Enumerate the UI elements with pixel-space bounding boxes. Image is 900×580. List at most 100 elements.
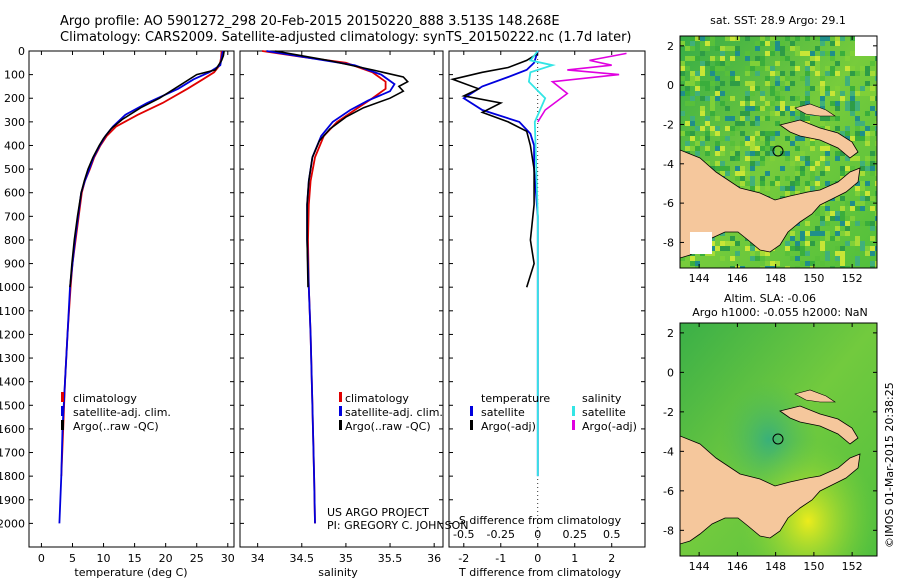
sst-pixel bbox=[840, 211, 845, 216]
map-y-tick-label: 0 bbox=[667, 366, 674, 379]
sst-pixel bbox=[705, 116, 710, 121]
sst-pixel bbox=[840, 36, 845, 41]
sst-pixel bbox=[835, 211, 840, 216]
depth-tick-label: 0 bbox=[18, 45, 25, 58]
sst-pixel bbox=[780, 71, 785, 76]
sst-pixel bbox=[840, 166, 845, 171]
sst-pixel bbox=[785, 246, 790, 251]
sst-pixel bbox=[815, 46, 820, 51]
sst-pixel bbox=[810, 61, 815, 66]
map-y-tick-label: -8 bbox=[663, 524, 674, 537]
sst-pixel bbox=[820, 121, 825, 126]
sst-pixel bbox=[770, 151, 775, 156]
sst-pixel bbox=[700, 46, 705, 51]
sst-pixel bbox=[840, 96, 845, 101]
sst-pixel bbox=[735, 156, 740, 161]
sst-land-newbritain bbox=[779, 119, 859, 159]
sst-pixel bbox=[715, 76, 720, 81]
depth-tick-label: 1900 bbox=[0, 494, 25, 507]
sst-pixel bbox=[805, 136, 810, 141]
sst-pixel bbox=[710, 96, 715, 101]
sst-pixel bbox=[740, 171, 745, 176]
sst-pixel bbox=[680, 111, 685, 116]
sst-pixel bbox=[795, 36, 800, 41]
sst-pixel bbox=[820, 101, 825, 106]
sst-pixel bbox=[805, 81, 810, 86]
sst-pixel bbox=[745, 36, 750, 41]
depth-tick-label: 1700 bbox=[0, 447, 25, 460]
sst-pixel bbox=[710, 246, 715, 251]
sst-pixel bbox=[735, 171, 740, 176]
sst-pixel bbox=[780, 46, 785, 51]
sst-pixel bbox=[865, 81, 870, 86]
sla-map-axis: 144 146 148 150 152 2 0 -2 -4 -6 -8 bbox=[663, 323, 877, 573]
sst-pixel bbox=[855, 181, 860, 186]
sst-pixel bbox=[870, 151, 875, 156]
sst-pixel bbox=[785, 86, 790, 91]
sst-pixel bbox=[700, 141, 705, 146]
sst-pixel bbox=[825, 126, 830, 131]
sst-pixel bbox=[790, 181, 795, 186]
sst-pixel bbox=[680, 131, 685, 136]
sst-pixel bbox=[685, 66, 690, 71]
sst-pixel bbox=[850, 201, 855, 206]
sst-pixel bbox=[780, 186, 785, 191]
sst-pixel bbox=[770, 261, 775, 266]
sst-pixel bbox=[730, 126, 735, 131]
sst-pixel bbox=[840, 266, 845, 268]
depth-tick-label: 1800 bbox=[0, 470, 25, 483]
sst-pixel bbox=[715, 116, 720, 121]
sst-pixel bbox=[775, 41, 780, 46]
legend-label-climatology: climatology bbox=[73, 392, 137, 405]
sst-pixel bbox=[695, 126, 700, 131]
sst-pixel bbox=[860, 186, 865, 191]
sst-pixel bbox=[815, 56, 820, 61]
sst-pixel bbox=[785, 241, 790, 246]
sst-pixel bbox=[840, 171, 845, 176]
sst-pixel bbox=[770, 86, 775, 91]
sst-pixel bbox=[765, 76, 770, 81]
x-tick-label: 25 bbox=[190, 552, 204, 565]
sst-pixel bbox=[730, 46, 735, 51]
sst-pixel bbox=[760, 56, 765, 61]
sst-pixel bbox=[865, 246, 870, 251]
sst-pixel bbox=[850, 101, 855, 106]
sst-pixel bbox=[775, 76, 780, 81]
sst-pixel bbox=[805, 96, 810, 101]
sst-pixel bbox=[690, 261, 695, 266]
sst-pixel bbox=[820, 116, 825, 121]
sst-pixel bbox=[850, 86, 855, 91]
sst-pixel bbox=[835, 36, 840, 41]
sst-pixel bbox=[870, 251, 875, 256]
map-x-tick-label: 152 bbox=[842, 272, 863, 285]
sst-pixel bbox=[695, 261, 700, 266]
sst-pixel bbox=[690, 46, 695, 51]
sst-pixel bbox=[830, 91, 835, 96]
sst-pixel bbox=[860, 136, 865, 141]
sst-pixel bbox=[730, 131, 735, 136]
sst-pixel bbox=[810, 231, 815, 236]
sst-pixel bbox=[845, 81, 850, 86]
sst-pixel bbox=[730, 266, 735, 268]
sst-pixel bbox=[865, 136, 870, 141]
sst-pixel bbox=[745, 171, 750, 176]
depth-tick-label: 300 bbox=[4, 116, 25, 129]
salinity-xlabel: salinity bbox=[318, 566, 358, 579]
sst-pixel bbox=[860, 91, 865, 96]
sst-pixel bbox=[740, 131, 745, 136]
sst-pixel bbox=[860, 131, 865, 136]
sst-pixel bbox=[760, 256, 765, 261]
sst-pixel bbox=[870, 261, 875, 266]
sst-pixel bbox=[855, 256, 860, 261]
sst-pixel bbox=[750, 181, 755, 186]
sst-pixel bbox=[750, 91, 755, 96]
sst-pixel bbox=[870, 161, 875, 166]
sst-pixel bbox=[835, 236, 840, 241]
sst-map bbox=[680, 36, 877, 268]
sst-pixel bbox=[875, 221, 877, 226]
sst-pixel bbox=[705, 121, 710, 126]
sst-pixel bbox=[810, 236, 815, 241]
sst-pixel bbox=[755, 86, 760, 91]
sst-pixel bbox=[810, 146, 815, 151]
sst-pixel bbox=[830, 101, 835, 106]
